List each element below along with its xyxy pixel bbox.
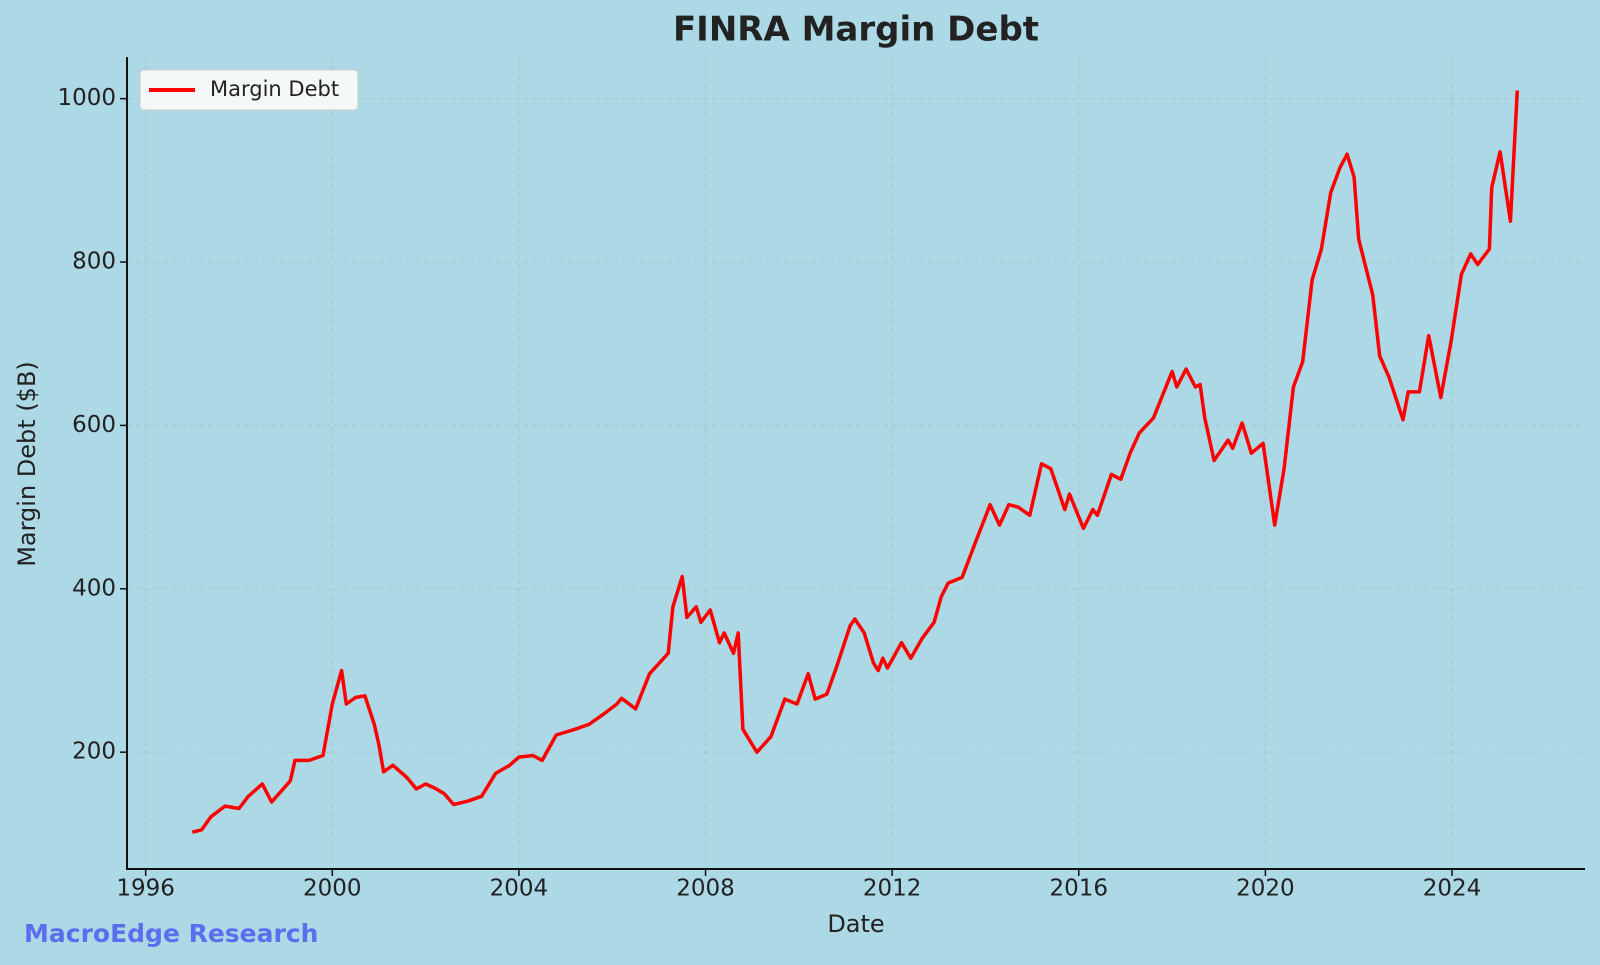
y-tick-label: 200 (72, 739, 116, 765)
x-tick-label: 2000 (303, 876, 362, 902)
plot-area (191, 90, 1520, 834)
grid (127, 57, 1585, 869)
x-tick-label: 2012 (863, 876, 922, 902)
x-tick-label: 2004 (490, 876, 549, 902)
y-tick-label: 400 (72, 575, 116, 601)
x-tick-label: 2008 (676, 876, 735, 902)
y-tick-label: 600 (72, 412, 116, 438)
x-tick-label: 2024 (1423, 876, 1482, 902)
legend: Margin Debt (139, 69, 359, 111)
legend-box (139, 69, 359, 111)
x-tick-label: 1996 (116, 876, 175, 902)
chart-title: FINRA Margin Debt (673, 10, 1039, 50)
data-line (191, 90, 1520, 834)
y-axis-label: Margin Debt ($B) (13, 361, 41, 567)
x-tick-label: 2020 (1236, 876, 1295, 902)
x-tick-label: 2016 (1050, 876, 1109, 902)
y-tick-label: 1000 (57, 85, 116, 111)
x-axis-label: Date (827, 910, 884, 938)
watermark: MacroEdge Research (24, 919, 318, 948)
y-tick-label: 800 (72, 249, 116, 275)
legend-label: Margin Debt (210, 77, 339, 101)
